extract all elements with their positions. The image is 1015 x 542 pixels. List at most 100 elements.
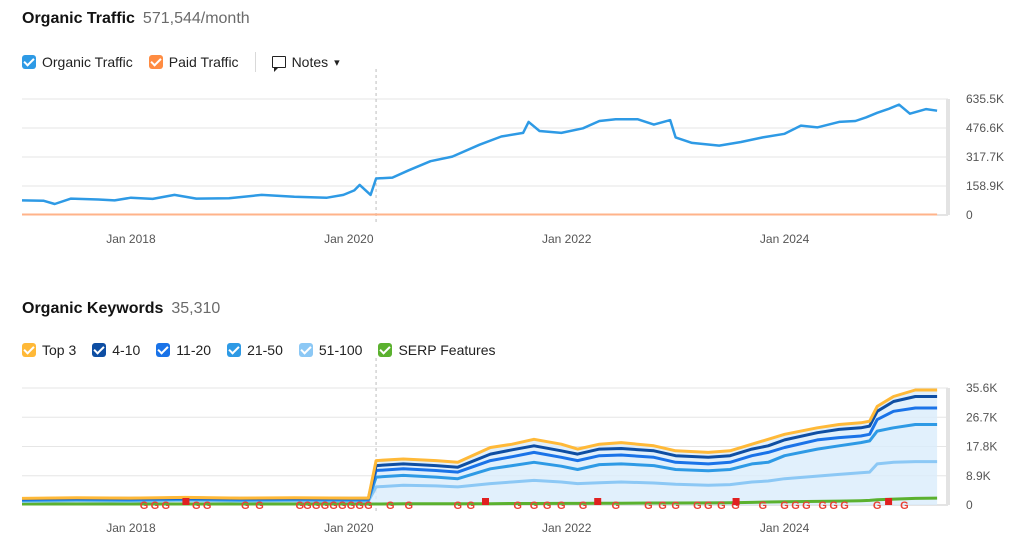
google-update-icon: G — [203, 500, 212, 512]
flag-icon — [594, 498, 602, 505]
google-update-icon: G — [802, 500, 811, 512]
google-update-icon: G — [355, 500, 364, 512]
notes-label: Notes — [291, 54, 329, 70]
scrollbar — [946, 388, 950, 505]
scrollbar — [946, 99, 950, 215]
y-tick-label: 35.6K — [966, 381, 997, 395]
legend-label: 11-20 — [176, 342, 212, 358]
google-update-icon: G — [312, 500, 321, 512]
x-tick-label: Jan 2018 — [106, 521, 156, 535]
keywords-value: 35,310 — [171, 300, 221, 317]
x-tick-label: Jan 2024 — [760, 232, 810, 246]
google-update-icon: G — [873, 500, 882, 512]
google-update-icon: G — [329, 500, 338, 512]
google-update-icon: G — [900, 500, 909, 512]
legend-11-20[interactable]: 11-20 — [156, 342, 211, 358]
google-update-icon: G — [296, 500, 305, 512]
google-update-icon: G — [840, 500, 849, 512]
google-update-icon: G — [579, 500, 588, 512]
legend-label: 4-10 — [112, 342, 141, 358]
traffic-value: 571,544/month — [142, 10, 250, 27]
google-update-icon: G — [162, 500, 171, 512]
flag-icon — [482, 498, 489, 505]
google-update-icon: G — [467, 500, 476, 512]
traffic-legend: Organic Traffic Paid Traffic Notes ▾ — [22, 52, 340, 72]
google-update-icon: G — [513, 500, 522, 512]
google-update-icon: G — [829, 500, 838, 512]
chevron-down-icon: ▾ — [334, 56, 340, 69]
legend-serp-features[interactable]: SERP Features — [378, 342, 495, 358]
flag-icon — [182, 498, 190, 505]
google-update-icon: G — [140, 500, 149, 512]
google-update-icon: G — [530, 500, 539, 512]
divider — [254, 52, 256, 72]
google-update-icon: G — [759, 500, 768, 512]
legend-label: Paid Traffic — [168, 54, 239, 70]
checkbox-icon[interactable] — [22, 343, 36, 357]
legend-label: 21-50 — [247, 342, 283, 358]
checkbox-icon[interactable] — [298, 343, 313, 357]
keywords-legend: Top 3 4-10 11-20 21-50 51-100 SERP Featu… — [22, 342, 511, 358]
keywords-title: Organic Keywords — [22, 300, 164, 317]
x-tick-label: Jan 2018 — [106, 232, 156, 246]
y-tick-label: 158.9K — [966, 179, 1004, 193]
legend-51-100[interactable]: 51-100 — [298, 342, 362, 358]
legend-21-50[interactable]: 21-50 — [227, 342, 283, 358]
google-update-icon: G — [611, 500, 620, 512]
google-update-icon: G — [364, 500, 373, 512]
keywords-header: Organic Keywords 35,310 — [22, 300, 220, 318]
notes-dropdown[interactable]: Notes ▾ — [271, 54, 340, 72]
google-update-icon: G — [321, 500, 330, 512]
flag-icon — [885, 498, 893, 505]
y-tick-label: 0 — [966, 208, 973, 222]
google-update-icon: G — [386, 500, 395, 512]
legend-label: Organic Traffic — [42, 54, 133, 70]
checkbox-icon[interactable] — [378, 343, 393, 357]
google-update-icon: G — [255, 500, 264, 512]
google-update-icon: G — [658, 500, 667, 512]
series-area — [22, 390, 938, 505]
legend-top3[interactable]: Top 3 — [22, 342, 76, 358]
checkbox-icon[interactable] — [92, 343, 107, 357]
y-tick-label: 8.9K — [966, 469, 991, 483]
x-tick-label: Jan 2020 — [324, 521, 374, 535]
legend-organic-traffic[interactable]: Organic Traffic — [22, 54, 133, 70]
google-update-icon: G — [818, 500, 827, 512]
legend-paid-traffic[interactable]: Paid Traffic — [148, 54, 239, 70]
google-update-icon: G — [303, 500, 312, 512]
series-line — [21, 388, 938, 500]
flag-icon — [732, 498, 740, 505]
checkbox-icon[interactable] — [156, 343, 171, 357]
google-update-icon: G — [192, 500, 201, 512]
google-update-icon: G — [151, 500, 160, 512]
series-line — [22, 496, 938, 506]
google-update-icon: G — [557, 500, 566, 512]
google-update-icon: G — [241, 500, 250, 512]
google-update-icon: G — [704, 500, 713, 512]
checkbox-icon[interactable] — [22, 55, 36, 69]
x-tick-label: Jan 2020 — [324, 232, 374, 246]
y-tick-label: 0 — [966, 498, 973, 512]
note-icon — [271, 56, 286, 72]
x-tick-label: Jan 2022 — [542, 521, 592, 535]
google-update-icon: G — [717, 500, 726, 512]
y-tick-label: 317.7K — [966, 150, 1004, 164]
legend-label: SERP Features — [398, 342, 496, 358]
y-tick-label: 17.8K — [966, 440, 997, 454]
google-update-icon: G — [671, 500, 680, 512]
traffic-header: Organic Traffic 571,544/month — [22, 10, 250, 28]
google-update-icon: G — [347, 500, 356, 512]
checkbox-icon[interactable] — [148, 55, 163, 69]
google-update-icon: G — [731, 500, 740, 512]
series-line — [21, 103, 938, 206]
google-update-icon: G — [543, 500, 552, 512]
google-update-icon: G — [404, 500, 413, 512]
google-update-icon: G — [693, 500, 702, 512]
legend-4-10[interactable]: 4-10 — [92, 342, 140, 358]
y-tick-label: 26.7K — [966, 410, 997, 424]
traffic-title: Organic Traffic — [22, 10, 135, 27]
checkbox-icon[interactable] — [227, 343, 242, 357]
google-update-icon: G — [338, 500, 347, 512]
